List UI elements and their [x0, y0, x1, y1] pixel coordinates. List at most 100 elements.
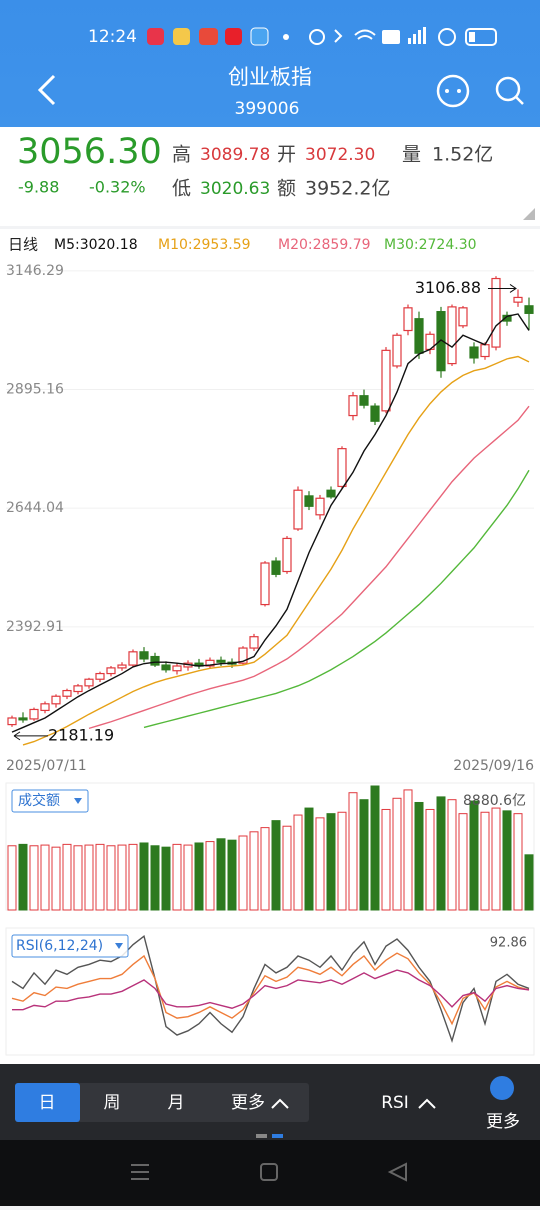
line [22, 355, 530, 746]
nav-back[interactable] [387, 1162, 407, 1182]
candle-body [381, 349, 391, 412]
line [11, 952, 530, 1026]
candle-body [469, 346, 479, 359]
field-value: 3089.78 [200, 145, 270, 165]
tab[interactable]: 日 [39, 1093, 56, 1113]
volume-bar [62, 843, 72, 911]
more-icon[interactable] [490, 1076, 514, 1100]
y-tick-label: 3146.29 [6, 263, 64, 279]
line [11, 935, 530, 1043]
volume-bar [84, 844, 94, 911]
status-time: 12:24 [88, 27, 137, 47]
legend-entry: M5:3020.18 [54, 237, 138, 253]
volume-bar [139, 842, 149, 911]
change-pct: -0.32% [89, 178, 146, 197]
candle-body [337, 448, 347, 488]
field-value: 3020.63 [200, 179, 270, 199]
back-button[interactable] [37, 74, 56, 106]
volume-bar [18, 843, 28, 911]
rsi-frame [5, 927, 535, 1056]
volume-bar [194, 842, 204, 911]
rsi-selector[interactable]: RSI(6,12,24) [11, 934, 129, 958]
legend-entry: M30:2724.30 [384, 237, 477, 253]
status-icons [147, 27, 497, 46]
nav-menu[interactable] [131, 1164, 149, 1180]
volume-bar [216, 838, 226, 911]
candle-body [84, 678, 94, 687]
volume-bar [436, 796, 446, 911]
volume-bar [227, 839, 237, 911]
candle-body [370, 405, 380, 422]
volume-bar [370, 785, 380, 911]
candle-body [205, 659, 215, 667]
legend-entry: M20:2859.79 [278, 237, 371, 253]
candle-body [73, 685, 83, 693]
volume-bar [491, 807, 501, 911]
y-tick-label: 2895.16 [6, 382, 64, 398]
volume-bar [513, 813, 523, 911]
line [11, 313, 530, 733]
tab[interactable]: 周 [104, 1093, 121, 1113]
price: 3056.30 [17, 132, 162, 172]
volume-bar [73, 845, 83, 911]
candle-body [392, 334, 402, 367]
volume-bar [304, 807, 314, 911]
volume-bar [271, 820, 281, 911]
y-tick-label: 92.86 [490, 936, 527, 951]
volume-bar [414, 801, 424, 911]
page-dot [256, 1134, 267, 1138]
tab[interactable]: 更多 [231, 1093, 265, 1113]
candle-body [315, 497, 325, 516]
nav-home[interactable] [260, 1163, 278, 1181]
candle-body [513, 296, 523, 303]
tab[interactable]: 月 [168, 1093, 185, 1113]
candle-body [403, 307, 413, 332]
volume-bar [348, 792, 358, 911]
line [88, 405, 530, 730]
page-dot [272, 1134, 283, 1138]
more-button[interactable]: 更多 [486, 1112, 520, 1132]
candle-body [491, 277, 501, 348]
volume-bar [480, 811, 490, 911]
date-end: 2025/09/16 [453, 758, 534, 774]
candle-body [359, 395, 369, 406]
volume-bar [172, 843, 182, 911]
volume-bar [315, 817, 325, 911]
max-arrow [488, 284, 517, 293]
volume-bar [337, 811, 347, 911]
volume-bar [150, 845, 160, 911]
volume-bar [249, 831, 259, 911]
chat-button[interactable] [436, 74, 470, 108]
expand-corner[interactable] [523, 208, 535, 220]
candle-body [524, 305, 534, 314]
candle-body [161, 664, 171, 671]
volume-bar [183, 844, 193, 911]
volume-selector[interactable]: 成交额 [11, 789, 89, 813]
volume-bar [293, 814, 303, 911]
candle-body [18, 717, 28, 721]
candle-body [326, 489, 336, 498]
volume-bar [117, 844, 127, 911]
candle-body [128, 651, 138, 666]
volume-max-label: 8880.6亿 [463, 793, 526, 809]
candle-body [139, 651, 149, 660]
volume-bar [205, 841, 215, 911]
search-button[interactable] [495, 76, 524, 105]
tab-selected [15, 1083, 80, 1122]
min-arrow [13, 731, 48, 741]
candle-body [282, 537, 292, 573]
indicator-button[interactable]: RSI [381, 1093, 409, 1113]
field-label: 量 [402, 144, 421, 166]
change: -9.88 [18, 178, 59, 197]
candle-body [502, 314, 512, 322]
volume-bar [161, 846, 171, 911]
volume-bar [425, 808, 435, 911]
volume-bar [128, 843, 138, 911]
chevron [271, 1098, 436, 1109]
candle-body [40, 703, 50, 712]
volume-frame [5, 782, 535, 911]
header-code: 399006 [235, 99, 300, 119]
volume-bar [238, 835, 248, 911]
field-value: 1.52亿 [432, 144, 493, 166]
candle-body [436, 311, 446, 372]
